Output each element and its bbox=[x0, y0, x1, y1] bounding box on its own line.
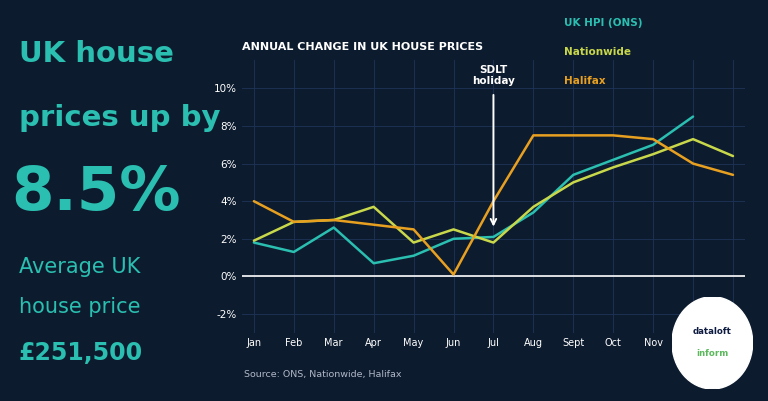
Text: inform: inform bbox=[697, 349, 728, 358]
Text: ANNUAL CHANGE IN UK HOUSE PRICES: ANNUAL CHANGE IN UK HOUSE PRICES bbox=[242, 43, 483, 53]
Text: dataloft: dataloft bbox=[693, 327, 732, 336]
Text: prices up by: prices up by bbox=[18, 104, 220, 132]
Text: Halifax: Halifax bbox=[564, 76, 606, 86]
Text: house price: house price bbox=[18, 297, 141, 317]
Text: Source: ONS, Nationwide, Halifax: Source: ONS, Nationwide, Halifax bbox=[244, 370, 402, 379]
Text: UK HPI (ONS): UK HPI (ONS) bbox=[564, 18, 643, 28]
Text: Average UK: Average UK bbox=[18, 257, 140, 277]
Text: UK house: UK house bbox=[18, 40, 174, 68]
Text: 8.5%: 8.5% bbox=[12, 164, 181, 223]
Text: £251,500: £251,500 bbox=[18, 341, 143, 365]
Text: Nationwide: Nationwide bbox=[564, 47, 631, 57]
Ellipse shape bbox=[672, 297, 753, 389]
Text: SDLT
holiday: SDLT holiday bbox=[472, 65, 515, 87]
